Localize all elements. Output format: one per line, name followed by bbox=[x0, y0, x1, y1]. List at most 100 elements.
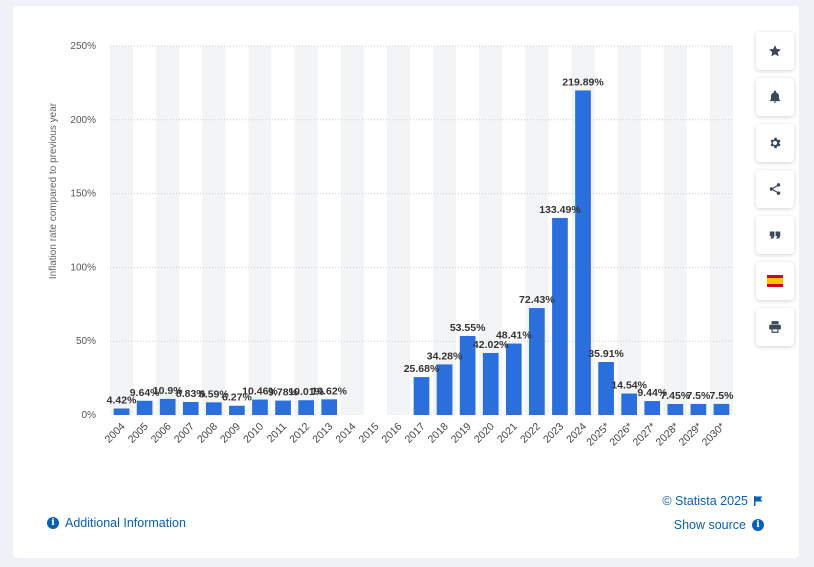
x-tick-label: 2017 bbox=[403, 421, 428, 446]
bar[interactable] bbox=[229, 405, 245, 415]
data-label: 10.62% bbox=[311, 385, 347, 397]
column-band bbox=[110, 46, 134, 415]
data-label: 6.27% bbox=[222, 392, 252, 404]
column-band bbox=[248, 46, 272, 415]
bar[interactable] bbox=[159, 398, 176, 415]
data-label: 9.78% bbox=[268, 387, 298, 399]
share-button[interactable] bbox=[756, 170, 794, 208]
bar[interactable] bbox=[136, 400, 153, 415]
y-tick-label: 50% bbox=[76, 336, 96, 347]
bar[interactable] bbox=[575, 90, 591, 416]
bar[interactable] bbox=[482, 352, 499, 415]
chart-card: 0% 50% 100% 150% 200% 250% 4.42% 9.64% 10.9% 8.8… bbox=[13, 6, 799, 558]
x-tick-label: 2005 bbox=[126, 421, 151, 446]
bar[interactable] bbox=[598, 361, 614, 415]
data-label: 42.02% bbox=[473, 339, 509, 351]
y-tick-label: 0% bbox=[82, 410, 97, 421]
x-tick-label: 2026* bbox=[607, 421, 635, 449]
print-icon bbox=[769, 321, 781, 333]
x-tick-label: 2008 bbox=[195, 421, 220, 446]
x-tick-label: 2013 bbox=[310, 421, 335, 446]
x-tick-label: 2009 bbox=[218, 421, 243, 446]
bar[interactable] bbox=[321, 399, 338, 415]
x-tick-label: 2007 bbox=[172, 421, 197, 446]
additional-info-text: Additional Information bbox=[65, 516, 186, 530]
column-band bbox=[340, 46, 364, 415]
column-band bbox=[433, 46, 457, 415]
x-tick-label: 2022 bbox=[518, 421, 543, 446]
column-band bbox=[156, 46, 180, 415]
x-tick-label: 2021 bbox=[495, 421, 520, 446]
bar[interactable] bbox=[275, 400, 291, 415]
bar[interactable] bbox=[621, 393, 638, 415]
show-source-text: Show source bbox=[673, 518, 746, 532]
x-tick-label: 2023 bbox=[541, 421, 566, 446]
info-icon: i bbox=[47, 517, 59, 529]
x-tick-label: 2018 bbox=[426, 421, 451, 446]
x-tick-label: 2029* bbox=[677, 421, 705, 449]
favorite-button[interactable] bbox=[756, 32, 794, 70]
data-label: 10.46% bbox=[242, 386, 278, 398]
bar[interactable] bbox=[713, 403, 730, 415]
info-icon: i bbox=[752, 519, 764, 531]
column-band bbox=[202, 46, 226, 415]
print-button[interactable] bbox=[756, 308, 794, 346]
bar[interactable] bbox=[252, 399, 268, 415]
y-tick-label: 200% bbox=[70, 115, 96, 126]
bar[interactable] bbox=[413, 377, 430, 415]
notification-button[interactable] bbox=[756, 78, 794, 116]
bar[interactable] bbox=[205, 402, 222, 415]
credit-text: © Statista 2025 bbox=[662, 494, 748, 508]
show-source-link[interactable]: Show source i bbox=[674, 518, 764, 532]
bar[interactable] bbox=[667, 404, 684, 415]
bar[interactable] bbox=[644, 401, 661, 415]
chart: 0% 50% 100% 150% 200% 250% 4.42%9.64%10.9%8.8… bbox=[48, 41, 734, 449]
language-button[interactable] bbox=[756, 262, 794, 300]
x-tick-label: 2027* bbox=[630, 421, 658, 449]
cite-button[interactable] bbox=[756, 216, 794, 254]
data-label: 7.5% bbox=[709, 390, 734, 402]
data-label: 10.01% bbox=[288, 386, 324, 398]
bar[interactable] bbox=[298, 400, 314, 415]
column-band bbox=[617, 46, 641, 415]
data-label: 35.91% bbox=[588, 348, 624, 360]
quote-icon bbox=[769, 231, 781, 239]
bar[interactable] bbox=[552, 217, 568, 415]
data-label: 34.28% bbox=[427, 350, 463, 362]
bar[interactable] bbox=[529, 308, 545, 415]
x-tick-label: 2020 bbox=[472, 421, 497, 446]
bar[interactable] bbox=[505, 343, 522, 415]
x-tick-label: 2016 bbox=[380, 421, 405, 446]
x-tick-label: 2012 bbox=[287, 421, 312, 446]
flag-icon bbox=[754, 496, 763, 506]
data-label: 48.41% bbox=[496, 330, 532, 342]
x-tick-label: 2019 bbox=[449, 421, 474, 446]
bar[interactable] bbox=[182, 401, 199, 415]
data-label: 7.45% bbox=[660, 390, 690, 402]
x-tick-label: 2014 bbox=[333, 421, 358, 446]
x-tick-label: 2010 bbox=[241, 421, 266, 446]
data-label: 219.89% bbox=[562, 76, 604, 88]
x-tick-label: 2011 bbox=[265, 421, 290, 446]
chart-toolbar bbox=[756, 32, 794, 354]
additional-information-link[interactable]: i Additional Information bbox=[47, 516, 186, 530]
data-label: 7.5% bbox=[686, 390, 711, 402]
column-band bbox=[479, 46, 503, 415]
statista-credit[interactable]: © Statista 2025 bbox=[662, 494, 763, 508]
bell-icon bbox=[769, 90, 781, 103]
x-tick-label: 2028* bbox=[654, 421, 682, 449]
data-label: 25.68% bbox=[404, 363, 440, 375]
y-tick-label: 100% bbox=[70, 262, 96, 273]
y-tick-label: 150% bbox=[70, 189, 96, 200]
bar[interactable] bbox=[113, 408, 130, 415]
column-band bbox=[386, 46, 410, 415]
data-label: 14.54% bbox=[611, 380, 647, 392]
share-icon bbox=[769, 183, 781, 195]
bar[interactable] bbox=[459, 335, 476, 415]
bar[interactable] bbox=[436, 364, 453, 415]
settings-button[interactable] bbox=[756, 124, 794, 162]
data-label: 4.42% bbox=[107, 394, 137, 406]
y-tick-label: 250% bbox=[70, 41, 96, 52]
bar[interactable] bbox=[690, 403, 707, 415]
column-band bbox=[709, 46, 733, 415]
